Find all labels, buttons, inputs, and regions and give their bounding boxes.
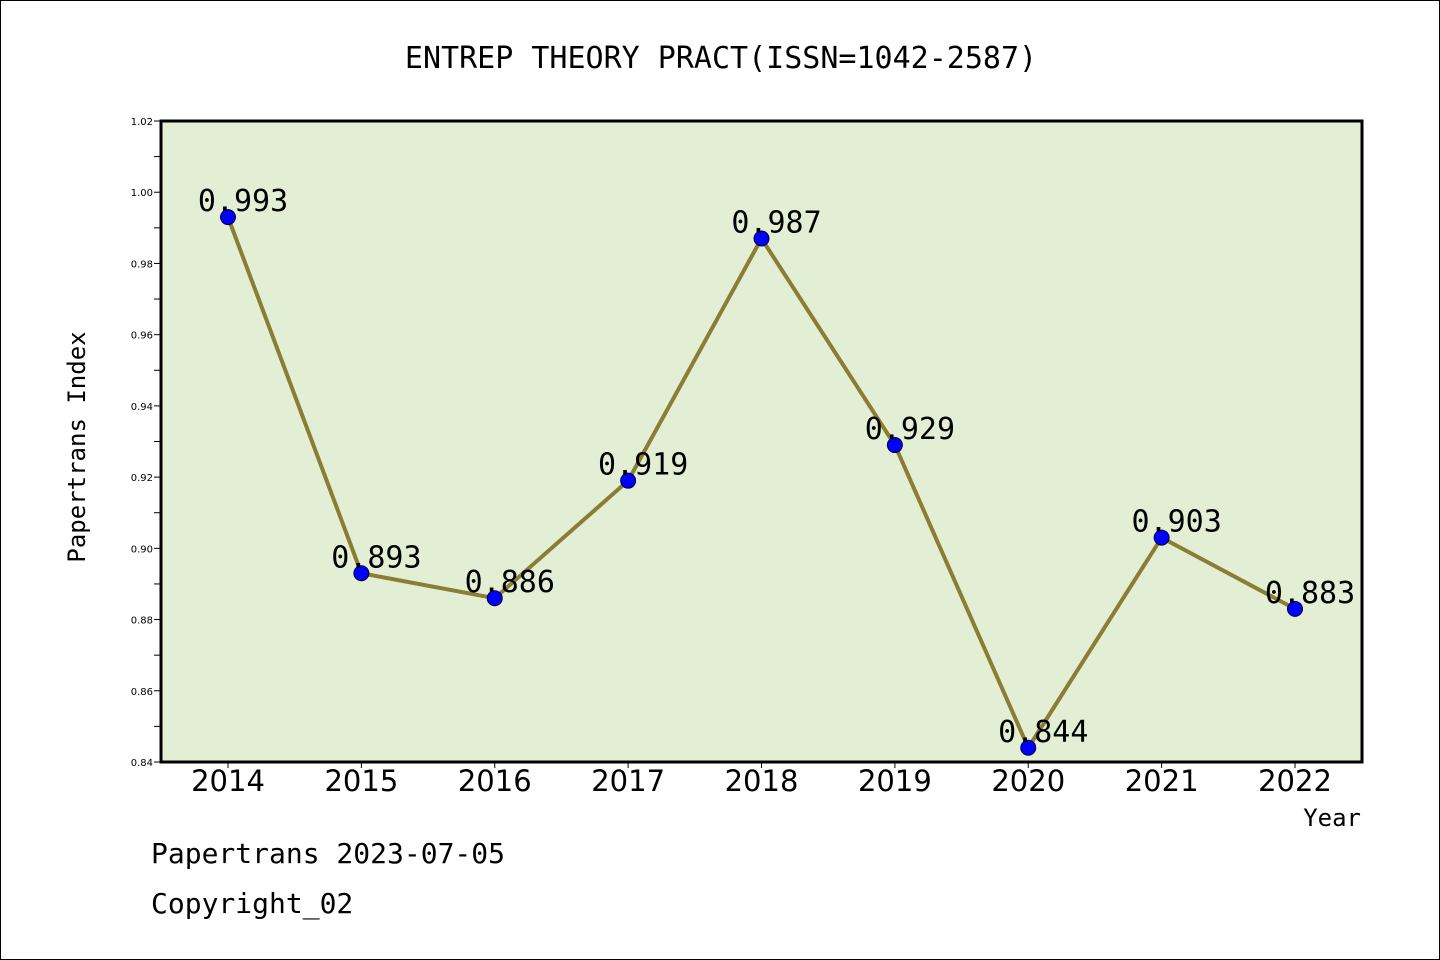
x-tick-label: 2017 <box>591 764 665 798</box>
y-tick-label: 0.84 <box>131 758 153 769</box>
data-label: 0.929 <box>865 412 955 447</box>
data-label: 0.844 <box>998 715 1088 750</box>
y-tick-label: 0.98 <box>131 259 153 270</box>
data-label: 0.919 <box>598 448 688 483</box>
data-label: 0.987 <box>731 206 821 241</box>
y-tick-label: 0.96 <box>131 331 153 342</box>
data-point-marker <box>620 472 637 489</box>
x-tick-label: 2018 <box>725 764 799 798</box>
x-tick-label: 2014 <box>191 764 265 798</box>
y-tick-label: 1.00 <box>131 188 153 199</box>
data-label: 0.993 <box>198 184 288 219</box>
x-tick-label: 2016 <box>458 764 532 798</box>
x-tick-label: 2021 <box>1125 764 1199 798</box>
data-point-marker <box>486 590 503 607</box>
x-tick-label: 2019 <box>858 764 932 798</box>
data-point-marker <box>1153 529 1170 546</box>
x-axis-label: Year <box>1303 804 1361 832</box>
plot-border <box>159 119 1364 764</box>
data-label: 0.903 <box>1131 505 1221 540</box>
data-label: 0.883 <box>1265 576 1355 611</box>
footer-copyright: Copyright_02 <box>151 887 354 920</box>
data-point-marker <box>220 209 236 226</box>
x-tick-label: 2015 <box>324 764 398 798</box>
y-tick-label: 0.90 <box>131 544 153 555</box>
y-tick-label: 0.88 <box>131 616 153 627</box>
y-axis: 0.84 0.86 0.88 0.90 0.92 0.94 0.96 0.98 1.00 1.02 <box>131 117 161 769</box>
plot-area <box>161 121 1362 762</box>
series-line-group <box>220 209 1303 756</box>
data-labels: 0.993 0.893 0.886 0.919 0.987 0.929 0.844 0.903… <box>198 184 1355 750</box>
x-axis: 2014 2015 2016 2017 2018 2019 2020 2021 2022 <box>191 762 1332 798</box>
footer-date: Papertrans 2023-07-05 <box>151 837 506 870</box>
y-axis-label: Papertrans Index <box>63 331 91 562</box>
data-point-marker <box>1020 739 1037 756</box>
y-tick-label: 1.02 <box>131 117 153 128</box>
data-label: 0.893 <box>331 540 421 575</box>
x-tick-label: 2022 <box>1258 764 1332 798</box>
data-point-marker <box>1287 600 1303 617</box>
chart-title: ENTREP THEORY PRACT(ISSN=1042-2587) <box>405 41 1037 76</box>
data-point-marker <box>886 437 903 454</box>
y-tick-label: 0.92 <box>131 473 153 484</box>
y-tick-label: 0.86 <box>131 687 153 698</box>
data-label: 0.886 <box>465 565 555 600</box>
y-tick-label: 0.94 <box>131 402 153 413</box>
data-point-marker <box>353 565 370 582</box>
data-point-marker <box>753 230 770 247</box>
x-tick-label: 2020 <box>991 764 1065 798</box>
